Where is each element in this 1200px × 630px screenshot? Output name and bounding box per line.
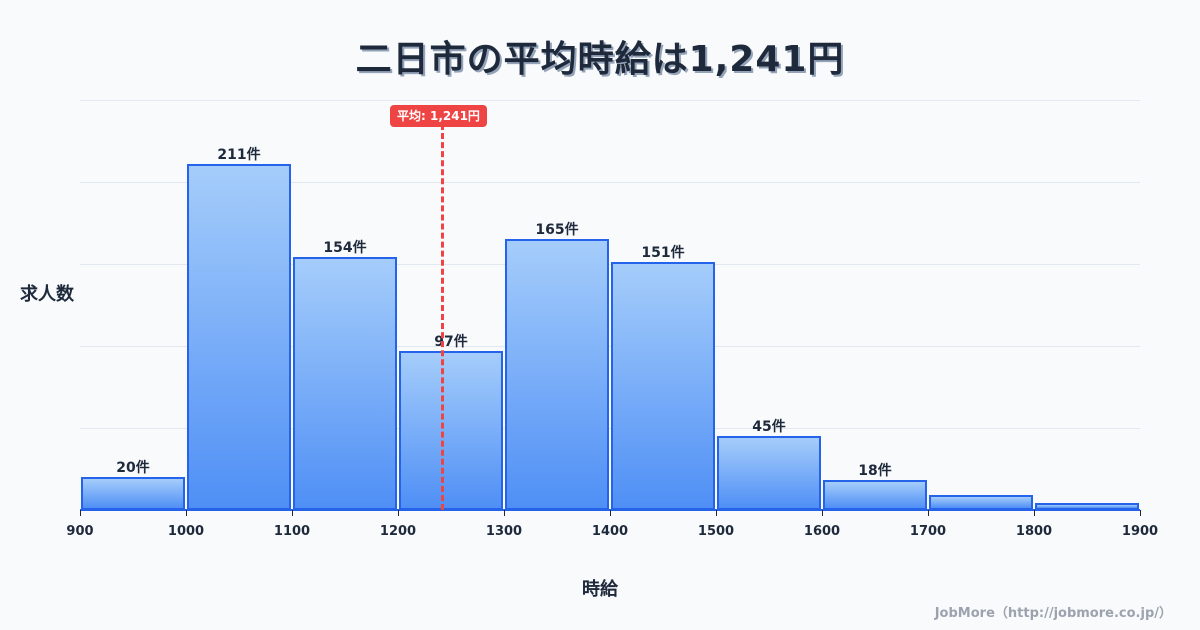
x-tick-label: 900 [66, 524, 94, 539]
x-tick-mark [504, 510, 505, 516]
x-axis-label: 時給 [582, 579, 618, 600]
x-tick-label: 1700 [909, 524, 947, 539]
histogram-bar [399, 350, 503, 510]
bar-value-label: 20件 [116, 460, 150, 477]
x-tick-mark [398, 510, 399, 516]
bar-value-label: 154件 [323, 240, 367, 257]
x-tick-label: 1100 [273, 524, 311, 539]
mean-badge: 平均: 1,241円 [390, 105, 487, 127]
histogram-bar [81, 477, 185, 510]
gridline [80, 182, 1140, 183]
gridline [80, 346, 1140, 347]
mean-line [441, 124, 444, 510]
x-tick-mark [822, 510, 823, 516]
histogram-bar [823, 480, 927, 510]
x-tick-label: 1600 [803, 524, 841, 539]
bar-value-label: 151件 [641, 245, 685, 262]
x-tick-label: 1200 [379, 524, 417, 539]
x-tick-mark [716, 510, 717, 516]
gridline [80, 100, 1140, 101]
x-tick-label: 1300 [485, 524, 523, 539]
x-tick-label: 1800 [1015, 524, 1053, 539]
x-tick-mark [610, 510, 611, 516]
bar-value-label: 18件 [858, 463, 892, 480]
histogram-bar [717, 436, 821, 510]
x-tick-mark [186, 510, 187, 516]
y-axis-label: 求人数 [20, 284, 74, 305]
histogram-bar [293, 257, 397, 510]
gridline [80, 264, 1140, 265]
gridline [80, 428, 1140, 429]
x-tick-mark [928, 510, 929, 516]
x-tick-label: 1400 [591, 524, 629, 539]
x-tick-mark [80, 510, 81, 516]
bar-value-label: 97件 [434, 333, 468, 350]
x-tick-label: 1500 [697, 524, 735, 539]
x-tick-mark [292, 510, 293, 516]
credit-text: JobMore（http://jobmore.co.jp/） [934, 606, 1172, 621]
histogram-bar [505, 239, 609, 510]
bar-value-label: 45件 [752, 419, 786, 436]
x-tick-label: 1900 [1121, 524, 1159, 539]
x-tick-mark [1034, 510, 1035, 516]
histogram-bar [611, 262, 715, 510]
x-tick-label: 1000 [167, 524, 205, 539]
histogram-bar [929, 495, 1033, 510]
bar-value-label: 165件 [535, 222, 579, 239]
bar-value-label: 211件 [217, 146, 261, 163]
histogram-bar [187, 163, 291, 510]
chart-title: 二日市の平均時給は1,241円 [355, 39, 845, 80]
x-tick-mark [1140, 510, 1141, 516]
